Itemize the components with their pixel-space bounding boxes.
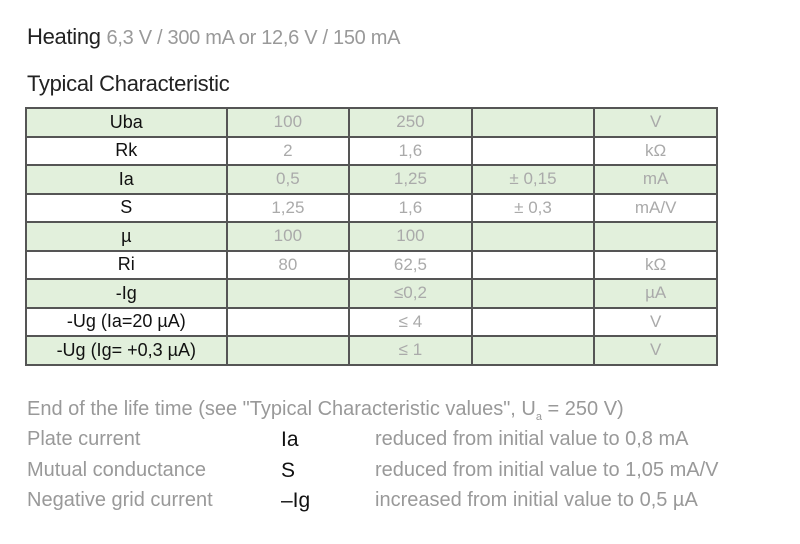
cell-unit: V bbox=[593, 306, 718, 337]
cell-v1: 100 bbox=[225, 107, 351, 138]
table-row: Uba 100 250 V bbox=[25, 107, 718, 138]
cell-v1: 2 bbox=[225, 135, 351, 166]
table-row: -Ug (Ig= +0,3 µA) ≤ 1 V bbox=[25, 335, 718, 366]
cell-unit: mA/V bbox=[593, 192, 718, 223]
cell-v2: 1,6 bbox=[348, 135, 473, 166]
heading-subscript: a bbox=[535, 411, 542, 423]
cell-v1: 0,5 bbox=[225, 164, 351, 195]
cell-param: -Ig bbox=[25, 278, 228, 309]
table-row: Ri 80 62,5 kΩ bbox=[25, 249, 718, 280]
cell-tol: ± 0,3 bbox=[470, 192, 596, 223]
cell-unit: V bbox=[593, 107, 718, 138]
item-symbol: –Ig bbox=[281, 489, 311, 512]
cell-param: -Ug (Ig= +0,3 µA) bbox=[25, 335, 228, 366]
cell-tol bbox=[470, 306, 596, 337]
item-label: Negative grid current bbox=[27, 489, 213, 511]
cell-tol bbox=[470, 135, 596, 166]
table-row: Ia 0,5 1,25 ± 0,15 mA bbox=[25, 164, 718, 195]
characteristic-table: Uba 100 250 V Rk 2 1,6 kΩ Ia 0,5 1,25 ± 0,15 mA S 1,25… bbox=[25, 107, 718, 366]
end-of-life-item: Plate current Ia reduced from initial valu… bbox=[27, 428, 689, 451]
cell-tol bbox=[470, 335, 596, 366]
cell-v2: 1,6 bbox=[348, 192, 473, 223]
cell-tol bbox=[470, 221, 596, 252]
cell-unit bbox=[593, 221, 718, 252]
item-label: Mutual conductance bbox=[27, 458, 207, 481]
cell-unit: mA bbox=[593, 164, 718, 195]
item-label: Plate current bbox=[27, 428, 141, 450]
cell-v1: 80 bbox=[225, 249, 351, 280]
cell-param: Uba bbox=[25, 107, 228, 138]
cell-unit: kΩ bbox=[593, 249, 718, 280]
cell-tol bbox=[470, 107, 596, 138]
cell-param: Rk bbox=[25, 135, 228, 166]
cell-v2: ≤ 4 bbox=[348, 306, 473, 337]
table-row: -Ug (Ia=20 µA) ≤ 4 V bbox=[25, 306, 718, 337]
table-row: -Ig ≤0,2 µA bbox=[25, 278, 718, 309]
table-row: Rk 2 1,6 kΩ bbox=[25, 135, 718, 166]
cell-unit: kΩ bbox=[593, 135, 718, 166]
cell-param: Ia bbox=[25, 164, 228, 195]
cell-unit: µA bbox=[593, 278, 718, 309]
cell-v2: 100 bbox=[348, 221, 473, 252]
table-row: S 1,25 1,6 ± 0,3 mA/V bbox=[25, 192, 718, 223]
cell-tol bbox=[470, 249, 596, 280]
item-description: reduced from initial value to 0,8 mA bbox=[375, 428, 689, 450]
heating-label: Heating bbox=[27, 24, 101, 49]
heading-text: End of the life time (see "Typical Chara… bbox=[27, 398, 536, 420]
heating-line: Heating 6,3 V / 300 mA or 12,6 V / 150 m… bbox=[27, 24, 400, 50]
end-of-life-heading: End of the life time (see "Typical Chara… bbox=[27, 398, 624, 423]
cell-v1 bbox=[225, 278, 351, 309]
heading-text-end: = 250 V) bbox=[541, 398, 624, 420]
heating-value: 6,3 V / 300 mA or 12,6 V / 150 mA bbox=[106, 27, 401, 49]
cell-v2: 1,25 bbox=[348, 164, 473, 195]
cell-v2: 250 bbox=[348, 107, 473, 138]
cell-v1 bbox=[225, 306, 351, 337]
cell-v2: 62,5 bbox=[348, 249, 473, 280]
cell-v1: 100 bbox=[225, 221, 351, 252]
cell-param: Ri bbox=[25, 249, 228, 280]
item-description: increased from initial value to 0,5 µA bbox=[375, 489, 698, 511]
cell-param: -Ug (Ia=20 µA) bbox=[25, 306, 228, 337]
cell-v1: 1,25 bbox=[225, 192, 351, 223]
cell-param: µ bbox=[25, 221, 228, 252]
table-row: µ 100 100 bbox=[25, 221, 718, 252]
item-symbol: S bbox=[281, 458, 296, 482]
item-description: reduced from initial value to 1,05 mA/V bbox=[375, 458, 719, 481]
cell-v2: ≤ 1 bbox=[348, 335, 473, 366]
cell-tol bbox=[470, 278, 596, 309]
cell-v1 bbox=[225, 335, 351, 366]
end-of-life-item: Negative grid current –Ig increased from i… bbox=[27, 489, 698, 512]
cell-param: S bbox=[25, 192, 228, 223]
section-title: Typical Characteristic bbox=[27, 71, 230, 96]
cell-unit: V bbox=[593, 335, 718, 366]
cell-v2: ≤0,2 bbox=[348, 278, 473, 309]
cell-tol: ± 0,15 bbox=[470, 164, 596, 195]
item-symbol: Ia bbox=[281, 428, 299, 451]
